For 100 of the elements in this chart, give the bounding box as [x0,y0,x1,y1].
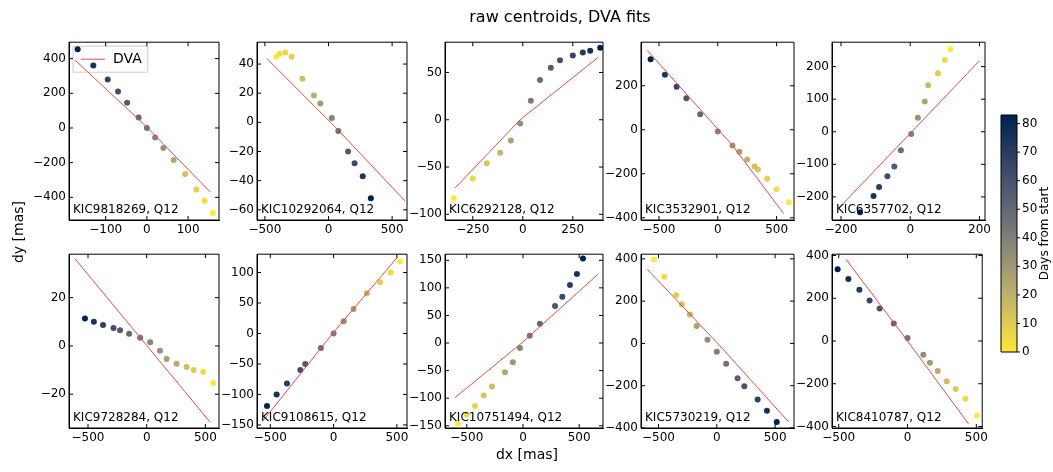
x-tick-label: 500 [380,222,404,237]
point [764,175,771,182]
y-tick-label: −60 [228,201,254,216]
x-tick-label: −500 [253,430,287,445]
y-tick-label: 200 [615,77,638,92]
point [472,402,478,409]
annotation: KIC9108615, Q12 [261,410,367,424]
color-bar-label: 30 [1022,258,1038,273]
point [509,359,516,366]
y-tick-label: −200 [796,375,829,390]
point [299,75,306,82]
point [517,120,524,127]
point [845,276,852,282]
x-tick-label: 0 [713,222,722,237]
point [744,156,751,163]
point [173,360,180,367]
point [661,71,668,78]
y-tick-label: 200 [43,85,66,100]
point [527,97,534,104]
point [497,149,504,156]
point [557,57,563,64]
x-tick-label: 500 [193,430,217,445]
point [201,197,208,204]
x-tick-label: −500 [642,430,675,445]
y-tick-label: 400 [43,50,66,65]
point [934,367,941,374]
point [328,114,335,121]
point [480,392,487,399]
x-tick-label: 500 [765,222,789,237]
point [547,64,554,71]
point [90,318,97,325]
annotation: KIC10292064, Q12 [261,202,375,216]
point [683,95,690,102]
point [580,255,586,262]
color-bar-title: Days from start [1037,186,1052,281]
x-tick-label: 0 [329,430,338,445]
y-tick-label: 200 [806,58,829,73]
y-tick-label: −200 [796,189,829,203]
point [704,336,711,343]
y-tick-label: 100 [419,279,442,294]
y-tick-label: −400 [605,209,638,224]
y-tick-label: −200 [605,165,638,180]
point [193,186,200,193]
y-tick-label: −150 [221,417,254,432]
y-tick-label: −50 [416,159,442,174]
point [110,325,117,332]
chart-title: raw centroids, DVA fits [469,7,651,26]
x-tick-label: 0 [324,222,333,237]
color-bar-label: 60 [1022,172,1038,187]
x-tick-label: −500 [248,222,282,237]
y-tick-label: −100 [221,386,254,401]
point [891,163,898,170]
y-tick-label: −40 [228,172,254,187]
point [926,359,933,366]
x-tick-label: −500 [450,430,484,445]
point [897,147,904,154]
point [866,297,873,304]
point [264,403,270,410]
y-axis-title: dy [mas] [10,200,26,264]
y-tick-label: 0 [434,335,442,350]
point [502,369,509,376]
point [317,100,324,107]
color-bar-label: 10 [1022,315,1038,330]
x-tick-label: −500 [642,222,676,237]
point [876,184,883,191]
x-tick-label: 500 [763,430,787,445]
y-tick-label: −50 [416,362,442,377]
point [170,157,177,164]
y-tick-label: −100 [409,390,442,405]
x-tick-label: −250 [456,222,490,237]
y-tick-label: 150 [419,252,442,267]
point [741,383,748,390]
y-tick-label: −200 [605,377,638,392]
y-tick-label: 50 [426,307,442,322]
annotation: KIC9728284, Q12 [73,410,179,424]
point [947,46,954,53]
x-tick-label: 0 [906,222,915,237]
point [870,192,877,199]
point [387,269,394,276]
point [552,303,559,310]
point [693,322,700,329]
point [345,148,352,155]
y-tick-label: 0 [58,120,66,135]
point [921,98,928,105]
point [104,76,111,83]
color-bar-label: 50 [1022,201,1038,216]
legend-label: DVA [113,49,143,66]
point [163,355,170,362]
point [126,330,133,337]
point [282,49,289,56]
point [773,419,780,426]
point [183,363,190,370]
y-tick-label: 400 [615,250,638,265]
y-tick-label: 400 [806,247,829,262]
color-bar-label: 70 [1022,144,1038,159]
y-tick-label: −20 [228,143,254,158]
point [834,266,841,273]
point [507,137,514,144]
point [713,348,720,355]
point [190,367,197,374]
